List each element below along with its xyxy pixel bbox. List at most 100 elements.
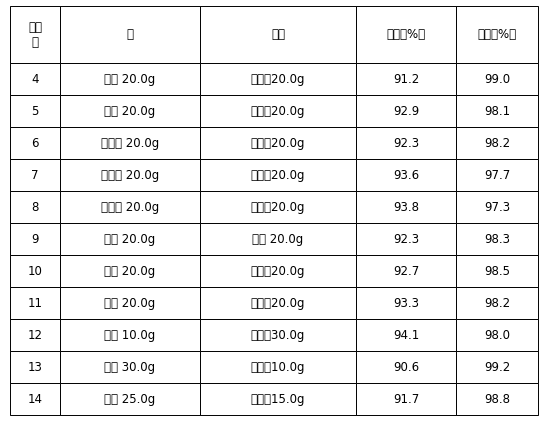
Text: 14: 14 [27,393,42,405]
Bar [10,127,60,159]
Bar [60,191,200,223]
Text: 正己烷10.0g: 正己烷10.0g [251,361,305,373]
Bar [456,95,538,127]
Text: 乙醇 20.0g: 乙醇 20.0g [105,233,156,245]
Text: 正己烷15.0g: 正己烷15.0g [251,393,305,405]
Bar [60,6,200,63]
Text: 9: 9 [31,233,39,245]
Text: 98.2: 98.2 [484,137,510,149]
Bar [456,255,538,287]
Text: 戊烷 20.0g: 戊烷 20.0g [252,233,304,245]
Bar [60,383,200,415]
Bar [60,127,200,159]
Bar [200,159,356,191]
Text: 99.0: 99.0 [484,73,510,85]
Text: 环己烷20.0g: 环己烷20.0g [251,265,305,277]
Text: 丙醇 20.0g: 丙醇 20.0g [105,105,156,117]
Bar [456,191,538,223]
Text: 8: 8 [31,201,39,213]
Text: 正己烷20.0g: 正己烷20.0g [251,201,305,213]
Bar [456,159,538,191]
Bar [356,383,456,415]
Text: 正丁醇 20.0g: 正丁醇 20.0g [101,169,159,181]
Bar [200,351,356,383]
Bar [60,319,200,351]
Text: 98.8: 98.8 [484,393,510,405]
Text: 甲醇 20.0g: 甲醇 20.0g [105,73,156,85]
Text: 98.5: 98.5 [484,265,510,277]
Bar [60,159,200,191]
Bar [10,351,60,383]
Text: 92.3: 92.3 [393,137,419,149]
Bar [356,223,456,255]
Text: 7: 7 [31,169,39,181]
Bar [60,287,200,319]
Bar [10,95,60,127]
Bar [456,63,538,95]
Text: 实施
例: 实施 例 [28,21,42,49]
Text: 13: 13 [27,361,42,373]
Text: 乙醇 20.0g: 乙醇 20.0g [105,297,156,309]
Text: 12: 12 [27,329,42,341]
Bar [200,319,356,351]
Bar [356,255,456,287]
Bar [456,127,538,159]
Bar [10,159,60,191]
Bar [356,127,456,159]
Bar [10,255,60,287]
Text: 98.2: 98.2 [484,297,510,309]
Bar [200,191,356,223]
Text: 92.7: 92.7 [393,265,419,277]
Text: 乙醇 25.0g: 乙醇 25.0g [105,393,156,405]
Bar [356,159,456,191]
Bar [200,127,356,159]
Bar [60,63,200,95]
Text: 97.3: 97.3 [484,201,510,213]
Bar [356,6,456,63]
Bar [456,223,538,255]
Text: 93.8: 93.8 [393,201,419,213]
Bar [356,319,456,351]
Bar [10,6,60,63]
Bar [60,95,200,127]
Text: 收率（%）: 收率（%） [386,28,426,41]
Text: 93.3: 93.3 [393,297,419,309]
Text: 异丙醇 20.0g: 异丙醇 20.0g [101,137,159,149]
Text: 正己烷20.0g: 正己烷20.0g [251,169,305,181]
Bar [356,287,456,319]
Text: 乙醇 20.0g: 乙醇 20.0g [105,265,156,277]
Bar [10,223,60,255]
Bar [456,383,538,415]
Text: 乙醇 10.0g: 乙醇 10.0g [105,329,156,341]
Bar [200,255,356,287]
Text: 醇: 醇 [127,28,134,41]
Text: 正庚烷20.0g: 正庚烷20.0g [251,297,305,309]
Text: 正己烷20.0g: 正己烷20.0g [251,137,305,149]
Bar [356,63,456,95]
Bar [356,191,456,223]
Bar [10,63,60,95]
Text: 98.0: 98.0 [484,329,510,341]
Text: 98.3: 98.3 [484,233,510,245]
Text: 正己烷20.0g: 正己烷20.0g [251,105,305,117]
Bar [10,319,60,351]
Bar [60,223,200,255]
Text: 5: 5 [31,105,39,117]
Text: 92.3: 92.3 [393,233,419,245]
Text: 90.6: 90.6 [393,361,419,373]
Text: 91.7: 91.7 [393,393,419,405]
Bar [10,191,60,223]
Text: 6: 6 [31,137,39,149]
Text: 93.6: 93.6 [393,169,419,181]
Bar [456,351,538,383]
Text: 91.2: 91.2 [393,73,419,85]
Text: 98.1: 98.1 [484,105,510,117]
Bar [200,287,356,319]
Bar [60,255,200,287]
Text: 11: 11 [27,297,42,309]
Text: 烷烃: 烷烃 [271,28,285,41]
Bar [456,319,538,351]
Text: 92.9: 92.9 [393,105,419,117]
Bar [10,383,60,415]
Text: 94.1: 94.1 [393,329,419,341]
